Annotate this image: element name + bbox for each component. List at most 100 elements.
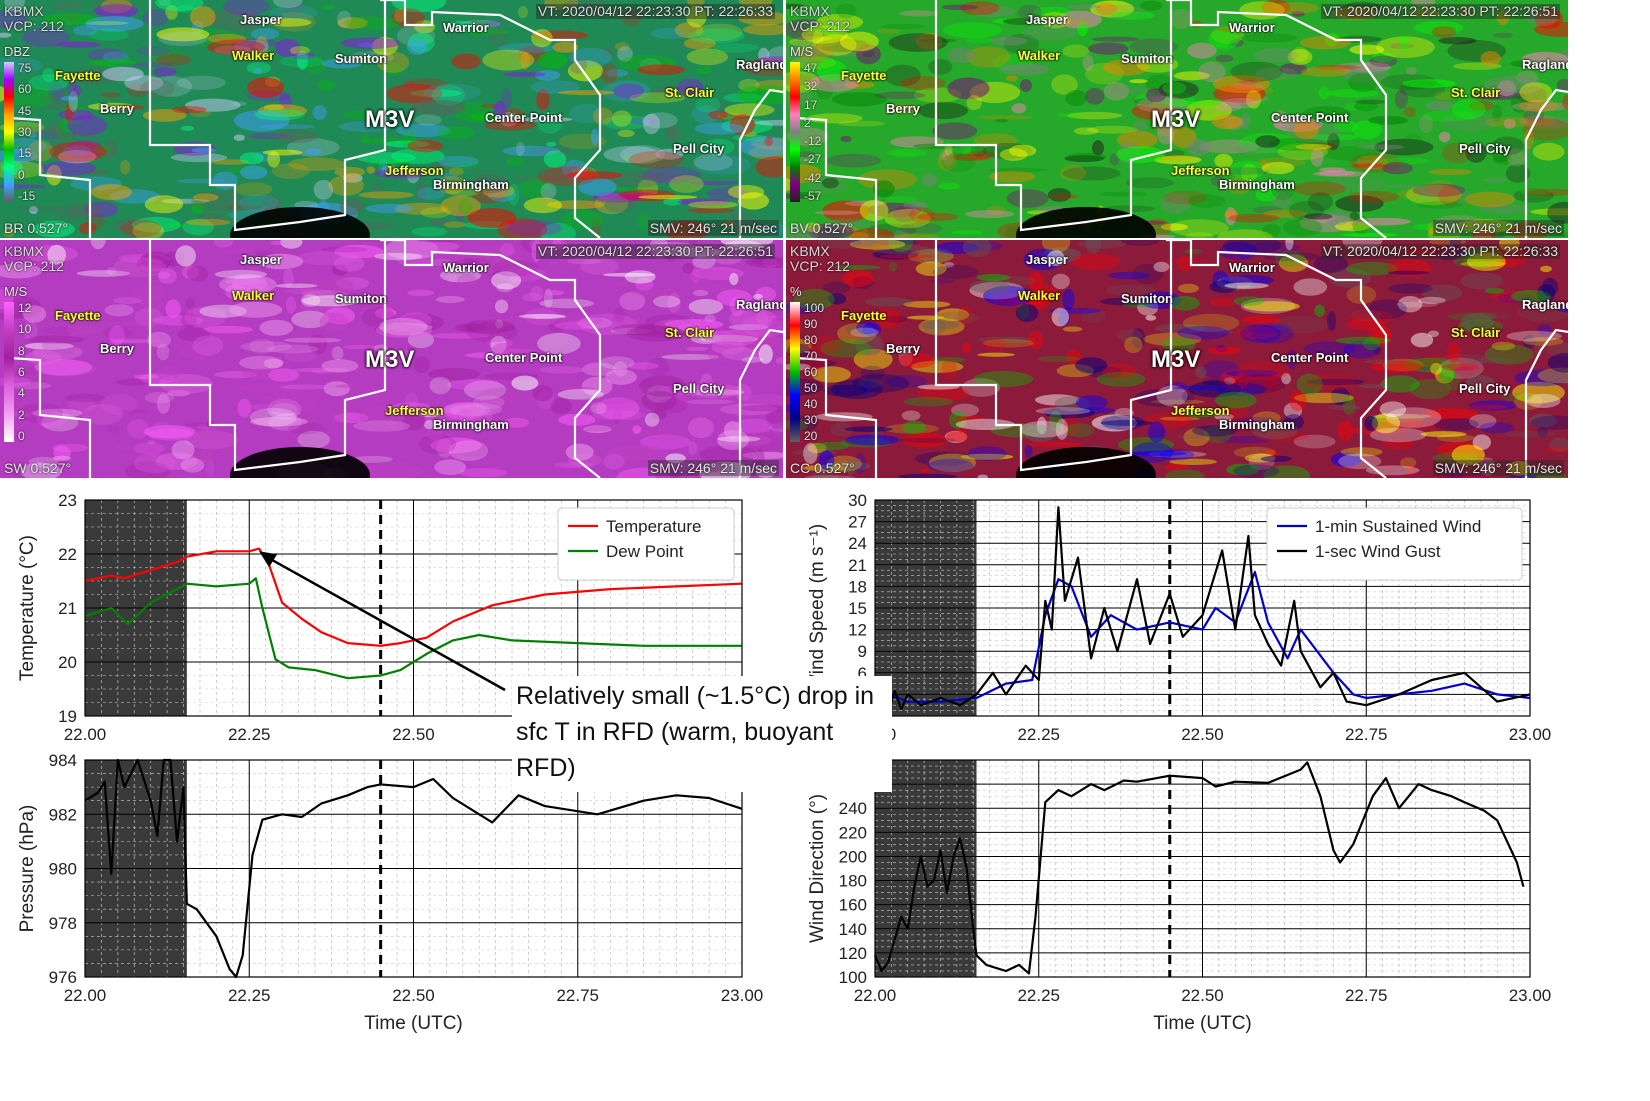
- city-label: Walker: [232, 48, 275, 63]
- legend-tick: 60: [18, 82, 32, 96]
- y-tick-label: 12: [848, 621, 867, 640]
- rfd-annotation: Relatively small (~1.5°C) drop in sfc T …: [512, 676, 892, 792]
- city-label: Jefferson: [1171, 403, 1230, 418]
- radar-panel-bv: KBMX VCP: 212 VT: 2020/04/12 22:23:30 PT:…: [786, 0, 1568, 238]
- legend-tick: 4: [18, 386, 25, 400]
- city-label: Jasper: [1026, 12, 1068, 27]
- y-tick-label: 982: [49, 805, 77, 824]
- y-tick-label: 18: [848, 577, 867, 596]
- x-tick-label: 22.25: [1017, 725, 1060, 744]
- y-axis-label: Pressure (hPa): [17, 805, 38, 933]
- radar-color-legend: DBZ 75 60 45 30 15 0 -15: [4, 44, 50, 202]
- city-label: Center Point: [485, 110, 563, 125]
- radar-panel-cc: KBMX VCP: 212 VT: 2020/04/12 22:23:30 PT:…: [786, 240, 1568, 478]
- legend-tick: 50: [804, 381, 818, 395]
- y-tick-label: 160: [839, 896, 867, 915]
- radar-product-label: SW 0.527°: [4, 460, 72, 476]
- legend-tick: 30: [18, 125, 32, 139]
- x-tick-label: 22.00: [64, 725, 107, 744]
- legend-tick: -27: [804, 152, 822, 166]
- city-label: Jasper: [1026, 252, 1068, 267]
- city-label: Jefferson: [385, 163, 444, 178]
- y-tick-label: 6: [858, 664, 867, 683]
- legend-colorbar: [4, 62, 14, 202]
- legend-tick: 75: [18, 61, 32, 75]
- legend-tick: 60: [804, 365, 818, 379]
- city-label: Sumiton: [335, 291, 387, 306]
- city-label: Walker: [1018, 48, 1061, 63]
- legend-entry: Temperature: [606, 517, 701, 536]
- y-tick-label: 980: [49, 860, 77, 879]
- radar-field-br: [0, 0, 783, 238]
- radar-color-legend: M/S 12 10 8 6 4 2 0: [4, 284, 50, 442]
- city-label: Fayette: [55, 68, 101, 83]
- city-label: Birmingham: [1219, 177, 1295, 192]
- city-label: Pell City: [1459, 141, 1511, 156]
- radar-site-label: KBMX VCP: 212: [4, 3, 64, 34]
- legend-unit: M/S: [790, 44, 814, 59]
- y-tick-label: 180: [839, 872, 867, 891]
- x-tick-label: 22.25: [1017, 986, 1060, 1005]
- y-tick-label: 220: [839, 823, 867, 842]
- legend-unit: DBZ: [4, 44, 30, 59]
- y-tick-label: 120: [839, 944, 867, 963]
- y-tick-label: 984: [49, 751, 77, 770]
- city-label: Jasper: [240, 252, 282, 267]
- legend-tick: -57: [804, 189, 822, 203]
- radar-time-label: VT: 2020/04/12 22:23:30 PT: 22:26:33: [535, 3, 775, 19]
- city-label: Fayette: [55, 308, 101, 323]
- radar-site-marker: M3V: [1151, 106, 1201, 133]
- city-label: Birmingham: [1219, 417, 1295, 432]
- x-tick-label: 22.50: [1181, 986, 1224, 1005]
- radar-color-legend: % 100 90 80 70 60 50 40 30 20: [790, 284, 836, 442]
- radar-product-label: BV 0.527°: [790, 220, 854, 236]
- city-label: Center Point: [1271, 110, 1349, 125]
- radar-product-label: CC 0.527°: [790, 460, 855, 476]
- legend-tick: 40: [804, 397, 818, 411]
- y-tick-label: 21: [848, 556, 867, 575]
- y-tick-label: 15: [848, 599, 867, 618]
- legend-tick: 100: [804, 301, 825, 315]
- city-label: Ragland: [736, 297, 783, 312]
- y-tick-label: 240: [839, 799, 867, 818]
- legend-entry: 1-sec Wind Gust: [1315, 542, 1441, 561]
- y-tick-label: 20: [58, 653, 77, 672]
- x-tick-label: 22.50: [392, 725, 435, 744]
- legend-tick: 45: [18, 104, 32, 118]
- plot-frame: [84, 759, 743, 978]
- city-label: St. Clair: [665, 85, 715, 100]
- legend: Temperature Dew Point: [557, 507, 735, 581]
- city-label: St. Clair: [1451, 325, 1501, 340]
- legend-tick: 0: [18, 429, 25, 443]
- x-tick-label: 23.00: [1509, 725, 1552, 744]
- legend-entry: 1-min Sustained Wind: [1315, 517, 1481, 536]
- legend-tick: 8: [18, 344, 25, 358]
- x-axis-label: Time (UTC): [1153, 1013, 1252, 1034]
- legend-colorbar: [4, 302, 14, 442]
- series-line-pressure: [84, 758, 743, 979]
- legend-colorbar: [790, 62, 800, 202]
- legend-tick: 2: [18, 408, 25, 422]
- city-label: Fayette: [841, 68, 887, 83]
- plot-frame: [874, 499, 1531, 717]
- series-line-dew-point: [84, 577, 742, 680]
- y-tick-label: 27: [848, 513, 867, 532]
- y-tick-label: 30: [848, 491, 867, 510]
- radar-storm-motion-label: SMV: 246° 21 m/sec: [1432, 460, 1564, 476]
- legend-tick: 20: [804, 429, 818, 443]
- city-label: Ragland: [736, 57, 783, 72]
- pressure-plot: 22.00 22.25 22.50 22.75 23.00 976 978 980 982 984…: [17, 751, 763, 1034]
- city-label: Berry: [886, 101, 920, 116]
- city-label: Birmingham: [433, 417, 509, 432]
- x-tick-label: 22.50: [392, 986, 435, 1005]
- y-tick-label: 23: [58, 491, 77, 510]
- city-label: Center Point: [1271, 350, 1349, 365]
- y-tick-label: 200: [839, 847, 867, 866]
- legend-tick: 47: [804, 61, 818, 75]
- y-axis-label: Wind Direction (°): [807, 794, 828, 943]
- radar-product-label: BR 0.527°: [4, 220, 68, 236]
- series-line-temperature: [84, 547, 743, 647]
- city-label: Ragland: [1522, 297, 1568, 312]
- x-tick-label: 23.00: [721, 986, 764, 1005]
- city-label: Pell City: [673, 381, 725, 396]
